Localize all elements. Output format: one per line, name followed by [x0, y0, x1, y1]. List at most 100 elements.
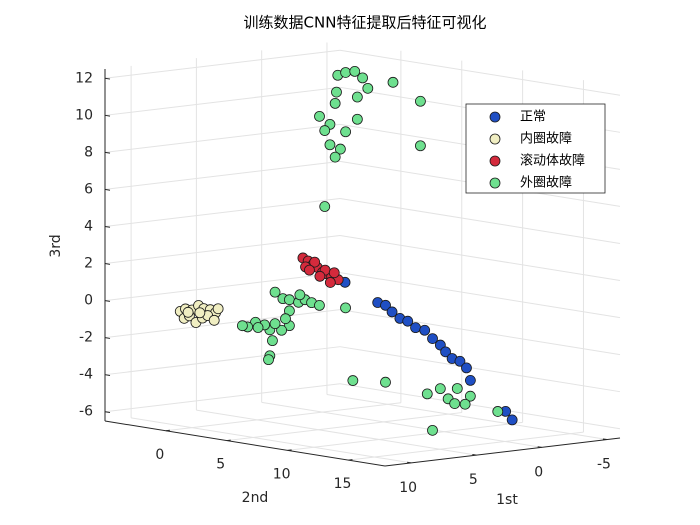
data-point [357, 72, 368, 84]
data-point [194, 307, 206, 319]
grid-line [104, 160, 341, 190]
z-tick [104, 225, 111, 228]
data-point [334, 143, 346, 155]
data-point [415, 95, 426, 107]
x-tick-label: 5 [469, 472, 478, 488]
y-tick-label: 5 [216, 457, 225, 473]
data-point [340, 67, 352, 78]
z-tick [104, 300, 111, 302]
data-point [410, 322, 421, 334]
z-tick [104, 263, 111, 265]
data-point [459, 398, 471, 410]
grid-line [104, 346, 341, 376]
grid-line [104, 309, 341, 339]
data-point [284, 294, 295, 306]
data-point [464, 390, 476, 402]
data-point [349, 65, 361, 77]
grid-line [165, 402, 401, 432]
y-tick-label: 0 [155, 447, 164, 463]
y-axis-label: 2nd [242, 490, 269, 506]
grid-line [104, 123, 341, 153]
y-tick-label: 15 [334, 476, 352, 492]
y-tick [165, 429, 170, 432]
z-tick [104, 374, 111, 376]
data-point [362, 82, 374, 94]
grid-line [339, 309, 621, 356]
grid-line [104, 197, 341, 227]
data-point [427, 424, 438, 436]
data-point [331, 86, 342, 98]
z-tick-label: -6 [79, 404, 93, 420]
data-point [434, 383, 446, 395]
z-axis-label: 3rd [48, 234, 64, 257]
legend-box [465, 103, 606, 194]
z-tick [104, 411, 111, 414]
grid-line [339, 383, 621, 430]
legend-label: 滚动体故障 [520, 153, 585, 169]
data-point [415, 140, 426, 152]
grid-line [287, 421, 523, 451]
data-point [387, 76, 399, 88]
data-point [304, 264, 315, 276]
data-point [319, 125, 331, 136]
z-tick-label: 12 [75, 70, 93, 86]
grid-line [196, 409, 477, 456]
data-point [324, 139, 336, 151]
y-tick [348, 459, 353, 461]
grid-line [339, 346, 621, 393]
grid-line [104, 235, 341, 265]
grid-line [104, 383, 341, 413]
data-point [419, 324, 431, 336]
data-point [449, 398, 461, 410]
x-tick [407, 461, 412, 464]
data-point [440, 346, 451, 358]
data-point [324, 277, 336, 288]
x-tick [602, 438, 608, 441]
z-tick-label: 6 [84, 181, 93, 197]
grid-line [339, 272, 621, 319]
grid-line [348, 431, 584, 461]
z-tick [104, 337, 111, 339]
data-point [280, 313, 291, 325]
data-point [464, 375, 476, 386]
z-tick-label: 2 [84, 256, 93, 272]
y-axis-line [104, 420, 386, 467]
grid-line [104, 86, 341, 116]
legend-label: 外圈故障 [520, 176, 572, 191]
legend-marker [489, 111, 501, 123]
x-tick-label: 0 [534, 464, 543, 480]
x-tick [472, 454, 477, 456]
data-point [294, 289, 306, 301]
legend-label: 正常 [520, 110, 546, 125]
data-point [269, 318, 281, 330]
data-point [492, 406, 504, 417]
data-point [314, 299, 325, 311]
z-tick [104, 114, 111, 117]
data-point [340, 126, 352, 138]
z-tick-label: 0 [84, 293, 93, 309]
z-tick-label: 10 [75, 107, 93, 123]
data-point [263, 354, 274, 366]
data-point [269, 286, 281, 298]
z-tick-label: -4 [79, 367, 93, 383]
data-point [386, 306, 398, 318]
x-tick-label: -5 [597, 457, 611, 473]
data-point [329, 97, 341, 109]
x-axis-line [384, 437, 621, 467]
data-point [252, 322, 264, 333]
legend-marker [489, 177, 501, 189]
data-point [454, 355, 466, 367]
grid-line [104, 272, 341, 302]
legend-label: 内圈故障 [520, 131, 572, 147]
data-point [309, 256, 321, 268]
z-tick-label: 4 [84, 218, 93, 234]
data-point [351, 91, 363, 103]
data-point [329, 151, 341, 163]
grid-line [339, 197, 621, 244]
grid-line [104, 49, 341, 79]
chart-title: 训练数据CNN特征提取后特征可视化 [244, 14, 487, 32]
data-point [208, 314, 220, 326]
data-point [182, 306, 194, 318]
y-tick-label: 10 [273, 466, 291, 482]
